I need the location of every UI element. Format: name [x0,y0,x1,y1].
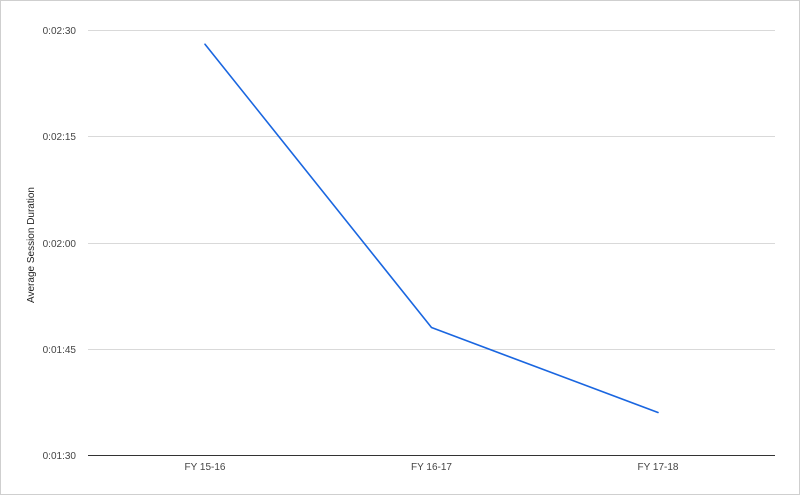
gridlines [88,30,775,456]
series-line [204,43,659,414]
y-tick-label: 0:02:15 [43,132,77,143]
x-axis-ticks: FY 15-16 FY 16-17 FY 17-18 [185,462,679,473]
y-tick-label: 0:02:30 [43,26,77,37]
y-tick-label: 0:01:30 [43,451,77,462]
y-axis-label: Average Session Duration [26,187,37,303]
y-axis-ticks: 0:01:30 0:01:45 0:02:00 0:02:15 0:02:30 [43,26,77,462]
x-tick-label: FY 17-18 [638,462,679,473]
y-tick-label: 0:02:00 [43,239,77,250]
y-tick-label: 0:01:45 [43,345,77,356]
x-tick-label: FY 16-17 [411,462,452,473]
x-tick-label: FY 15-16 [185,462,226,473]
series-layer [204,43,659,414]
